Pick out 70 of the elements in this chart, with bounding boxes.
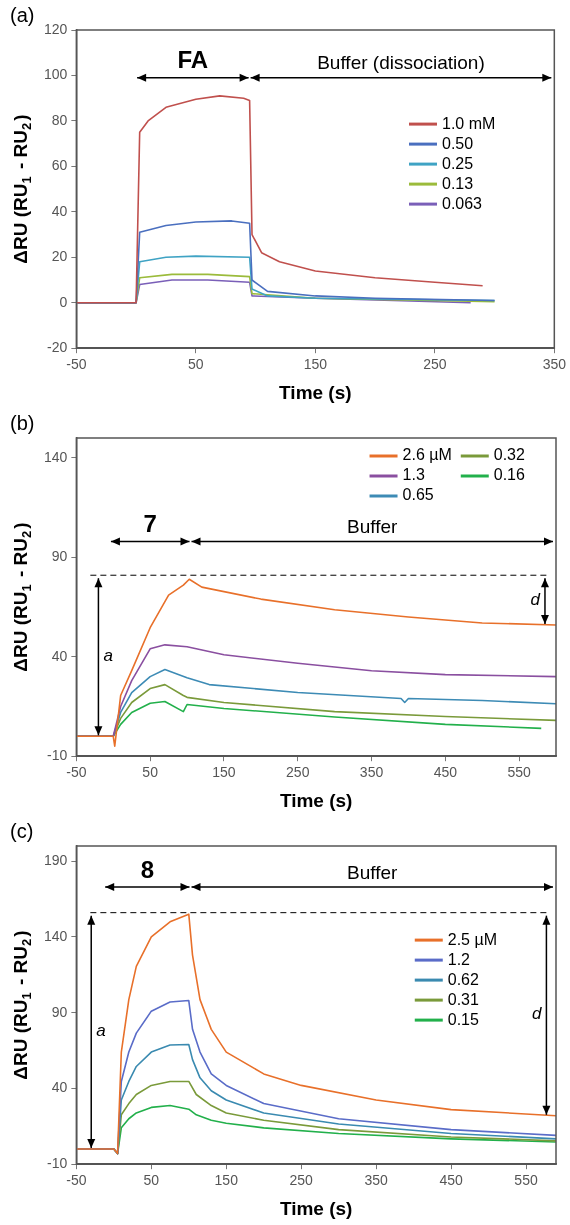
y-tick-label: 120 bbox=[44, 20, 68, 37]
y-tick-label: 40 bbox=[51, 647, 68, 664]
x-tick-label: 550 bbox=[514, 1172, 538, 1189]
x-tick-label: 350 bbox=[364, 1172, 389, 1189]
legend-label: 2.5 µM bbox=[447, 930, 497, 948]
annotation: d bbox=[530, 589, 541, 609]
y-tick-label: 80 bbox=[51, 111, 68, 128]
y-tick-label: 60 bbox=[51, 157, 68, 174]
y-tick-label: 140 bbox=[44, 448, 68, 465]
x-tick-label: 250 bbox=[423, 356, 447, 373]
x-tick-label: 150 bbox=[214, 1172, 239, 1189]
legend-label: 1.3 bbox=[402, 466, 425, 484]
annotation: Buffer (dissociation) bbox=[317, 52, 485, 74]
y-tick-label: -20 bbox=[47, 339, 68, 356]
annotation: FA bbox=[177, 46, 209, 74]
legend-label: 1.0 mM bbox=[441, 114, 496, 132]
x-tick-label: 150 bbox=[212, 764, 236, 781]
x-tick-label: 50 bbox=[188, 356, 204, 373]
x-axis-title: Time (s) bbox=[279, 382, 352, 404]
y-axis-title: ΔRU (RU1 - RU2) bbox=[10, 930, 35, 1080]
legend-label: 0.32 bbox=[493, 446, 526, 464]
chart-title: (a) bbox=[10, 3, 35, 26]
annotation: 7 bbox=[143, 510, 157, 538]
x-tick-label: 550 bbox=[507, 764, 531, 781]
annotation: a bbox=[103, 645, 113, 665]
x-tick-label: 50 bbox=[142, 764, 159, 781]
annotation: a bbox=[96, 1020, 106, 1040]
y-tick-label: 90 bbox=[51, 1003, 68, 1020]
annotation: Buffer bbox=[347, 861, 399, 883]
y-tick-label: 20 bbox=[51, 248, 68, 265]
x-tick-label: 250 bbox=[286, 764, 310, 781]
legend-label: 0.62 bbox=[447, 970, 480, 988]
x-tick-label: -50 bbox=[66, 356, 87, 373]
x-tick-label: 450 bbox=[433, 764, 458, 781]
x-tick-label: -50 bbox=[66, 1172, 87, 1189]
chart-title: (c) bbox=[10, 819, 34, 842]
annotation: 8 bbox=[140, 855, 155, 883]
y-tick-label: 0 bbox=[59, 293, 68, 310]
x-tick-label: 50 bbox=[143, 1172, 160, 1189]
x-tick-label: -50 bbox=[66, 764, 87, 781]
y-tick-label: 90 bbox=[51, 548, 68, 565]
legend-label: 0.65 bbox=[402, 486, 434, 504]
y-tick-label: 100 bbox=[44, 66, 68, 83]
legend-label: 0.25 bbox=[441, 154, 474, 172]
y-tick-label: 140 bbox=[44, 927, 68, 944]
x-tick-label: 350 bbox=[359, 764, 384, 781]
annotation: Buffer bbox=[347, 516, 399, 538]
y-tick-label: -10 bbox=[47, 1155, 68, 1172]
x-tick-label: 450 bbox=[439, 1172, 463, 1189]
x-axis-title: Time (s) bbox=[279, 790, 353, 812]
x-axis-title: Time (s) bbox=[279, 1198, 353, 1220]
legend-label: 2.6 µM bbox=[402, 446, 452, 464]
legend-label: 1.2 bbox=[447, 950, 471, 968]
legend-label: 0.50 bbox=[441, 134, 474, 152]
chart-title: (b) bbox=[10, 411, 35, 434]
x-tick-label: 250 bbox=[289, 1172, 314, 1189]
legend-label: 0.31 bbox=[447, 990, 480, 1008]
legend-label: 0.15 bbox=[447, 1010, 480, 1028]
y-axis-title: ΔRU (RU1 - RU2) bbox=[10, 522, 35, 672]
y-tick-label: 40 bbox=[51, 1079, 68, 1096]
legend-label: 0.13 bbox=[441, 174, 474, 192]
y-axis-title: ΔRU (RU1 - RU2) bbox=[10, 114, 35, 264]
y-tick-label: 40 bbox=[51, 202, 68, 219]
annotation: d bbox=[531, 1003, 542, 1023]
y-tick-label: -10 bbox=[47, 747, 68, 764]
x-tick-label: 150 bbox=[303, 356, 328, 373]
legend-label: 0.063 bbox=[441, 194, 483, 212]
x-tick-label: 350 bbox=[542, 356, 567, 373]
y-tick-label: 190 bbox=[44, 852, 68, 869]
legend-label: 0.16 bbox=[493, 466, 526, 484]
